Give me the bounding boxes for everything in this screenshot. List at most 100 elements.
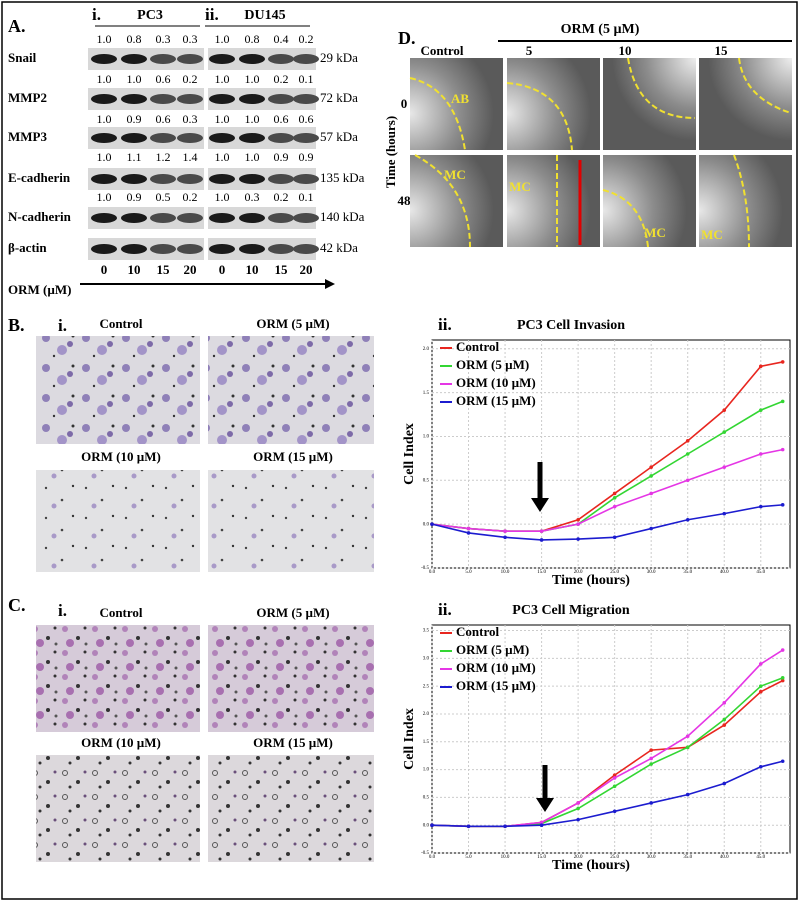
y-tick-label: 3.5 [423, 629, 430, 634]
band [209, 94, 235, 104]
treatment: ORM (5 µM) [561, 22, 640, 37]
image-label: ORM (15 µM) [253, 449, 333, 464]
data-point [649, 526, 653, 531]
band [268, 213, 294, 223]
wound-image [507, 155, 600, 247]
image-label: Control [99, 316, 142, 331]
wound-edge [733, 154, 750, 248]
wound-image [603, 155, 696, 247]
y-tick-label: 1.5 [423, 740, 430, 745]
chart-title: PC3 Cell Migration [512, 603, 630, 618]
ratio: 1.0 [97, 32, 112, 46]
plot-area [431, 624, 791, 854]
ratio: 1.1 [127, 150, 142, 164]
data-point [758, 452, 763, 456]
y-tick-label: 0.5 [423, 478, 430, 483]
data-point [539, 820, 544, 825]
x-tick-label: 25.0 [610, 855, 619, 860]
arrow-head [536, 798, 554, 812]
ratio: 1.0 [245, 150, 260, 164]
data-point [466, 824, 471, 829]
wound-edge [414, 154, 471, 248]
ratio: 0.3 [183, 112, 198, 126]
y-tick-label: 0.5 [423, 796, 430, 801]
x-tick-label: 35.0 [683, 570, 692, 575]
data-point [758, 662, 763, 666]
y-tick-label: 2.0 [423, 712, 430, 717]
band [209, 133, 235, 143]
x-tick-label: 15.0 [537, 855, 546, 860]
size-label: 57 kDa [320, 129, 358, 144]
data-point [503, 824, 507, 829]
protein-label: E-cadherin [8, 170, 71, 185]
data-point [758, 689, 763, 694]
data-point [649, 491, 653, 496]
data-point [722, 430, 727, 434]
ratio: 0.2 [183, 190, 198, 204]
legend-label: ORM (15 µM) [456, 678, 536, 693]
data-point [576, 517, 580, 522]
annotation: MC [701, 227, 723, 242]
dose-label: ORM (µM) [8, 282, 71, 297]
wound-edge [738, 57, 792, 114]
ratio: 0.1 [299, 190, 314, 204]
x-tick-label: 20.0 [574, 570, 583, 575]
image-label: ORM (15 µM) [253, 735, 333, 750]
band [121, 133, 147, 143]
protein-label: β-actin [8, 240, 47, 255]
size-label: 42 kDa [320, 240, 358, 255]
axis-label: Time (hours) [383, 116, 398, 188]
dose: 0 [101, 262, 108, 277]
band [209, 54, 235, 64]
data-point [503, 535, 507, 540]
band [121, 94, 147, 104]
band [209, 174, 235, 184]
data-point [722, 781, 727, 786]
band [239, 244, 265, 254]
wound-edge [627, 57, 696, 119]
size-label: 135 kDa [320, 170, 365, 185]
data-point [576, 806, 580, 811]
data-point [780, 360, 785, 364]
x-tick-label: 25.0 [610, 570, 619, 575]
data-point [649, 801, 653, 805]
protein-label: Snail [8, 50, 37, 65]
data-point [649, 474, 653, 478]
panel-label: D. [398, 28, 416, 48]
micrograph [208, 755, 374, 862]
column-label: 5 [526, 43, 533, 58]
micrograph [36, 336, 200, 444]
y-tick-label: 2.0 [423, 347, 430, 352]
wound-image [699, 58, 792, 150]
y-tick-label: -0.5 [421, 566, 429, 571]
wound-edge [409, 77, 466, 151]
legend-label: Control [456, 339, 499, 354]
micrograph [208, 336, 374, 444]
data-point [649, 762, 653, 766]
legend-label: ORM (5 µM) [456, 642, 529, 657]
annotation: MC [444, 167, 466, 182]
protein-label: MMP2 [8, 90, 47, 105]
data-point [612, 496, 617, 500]
band [293, 213, 319, 223]
ratio: 0.6 [156, 112, 171, 126]
band [150, 213, 176, 223]
band [91, 174, 117, 184]
image-label: Control [99, 605, 142, 620]
y-tick-label: 1.5 [423, 391, 430, 396]
dose: 0 [219, 262, 226, 277]
size-label: 72 kDa [320, 90, 358, 105]
column-label: 10 [619, 43, 632, 58]
band [91, 244, 117, 254]
ratio: 0.3 [245, 190, 260, 204]
data-point [685, 478, 690, 483]
y-tick-label: 1.0 [423, 435, 430, 440]
data-point [466, 526, 471, 531]
row-label: 0 [401, 96, 408, 111]
x-tick-label: 5.0 [465, 855, 472, 860]
ratio: 1.0 [245, 72, 260, 86]
micrograph [36, 470, 200, 572]
band [268, 244, 294, 254]
ratio: 0.4 [274, 32, 289, 46]
